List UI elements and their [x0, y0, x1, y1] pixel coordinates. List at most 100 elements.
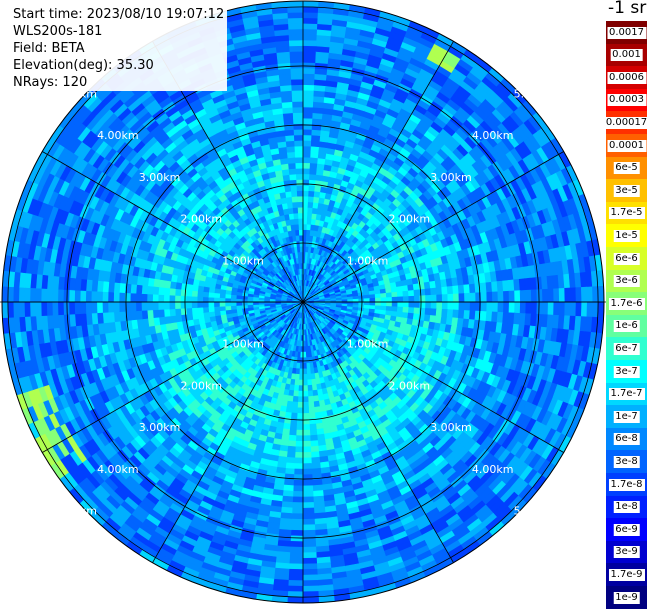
ppi-cell — [586, 286, 594, 303]
ppi-cell — [407, 284, 415, 292]
ppi-cell — [446, 285, 454, 295]
ppi-cell — [302, 596, 320, 604]
ppi-cell — [118, 301, 126, 312]
ppi-cell — [369, 301, 376, 307]
ppi-cell — [519, 301, 527, 314]
ppi-cell — [312, 479, 323, 487]
ppi-cell — [302, 401, 309, 409]
ppi-cell — [284, 473, 295, 481]
ppi-cell — [480, 282, 488, 293]
ppi-cell — [230, 305, 237, 310]
ppi-cell — [219, 305, 226, 312]
ppi-cell — [135, 284, 143, 294]
ppi-cell — [386, 297, 393, 303]
ppi-cell — [96, 301, 103, 314]
ppi-cell — [297, 396, 304, 403]
ppi-cell — [536, 289, 543, 303]
ppi-cell — [311, 389, 319, 397]
ppi-cell — [430, 294, 438, 303]
ppi-cell — [480, 292, 488, 303]
ppi-cell — [452, 301, 460, 311]
ppi-cell — [302, 84, 315, 91]
ppi-cell — [302, 568, 318, 576]
ppi-cell — [424, 288, 432, 296]
ppi-cell — [310, 456, 321, 464]
ppi-cell — [291, 502, 304, 509]
ppi-cell — [569, 301, 577, 317]
ppi-cell — [302, 557, 318, 565]
ppi-cell — [291, 518, 304, 526]
ppi-cell — [135, 310, 143, 320]
ppi-cell — [291, 407, 298, 414]
ppi-cell — [295, 424, 304, 431]
ppi-cell — [597, 285, 605, 303]
ppi-cell — [564, 301, 571, 317]
ppi-cell — [391, 296, 399, 303]
ppi-cell — [358, 298, 365, 303]
ppi-cell — [113, 291, 120, 303]
ppi-cell — [298, 368, 304, 375]
ppi-cell — [475, 301, 482, 312]
ppi-cell — [196, 296, 204, 303]
ppi-cell — [302, 34, 318, 41]
ppi-cell — [302, 479, 313, 487]
ppi-cell — [311, 134, 321, 142]
ppi-cell — [302, 140, 312, 147]
ppi-cell — [402, 306, 410, 314]
ppi-cell — [191, 301, 198, 309]
ppi-cell — [213, 306, 221, 312]
ppi-cell — [311, 123, 322, 131]
ppi-cell — [430, 301, 438, 310]
ppi-cell — [452, 293, 460, 303]
ppi-cell — [35, 301, 42, 317]
ppi-cell — [302, 162, 311, 169]
ppi-cell — [302, 535, 316, 542]
ppi-cell — [302, 156, 311, 164]
ppi-cell — [12, 301, 20, 318]
ppi-cell — [124, 310, 132, 321]
ppi-cell — [291, 507, 304, 515]
ppi-cell — [302, 368, 308, 375]
ppi-cell — [542, 301, 549, 316]
ppi-cell — [185, 295, 192, 303]
ppi-cell — [302, 73, 316, 80]
ppi-cell — [302, 451, 312, 459]
ppi-cell — [363, 298, 371, 303]
ppi-cell — [51, 288, 59, 303]
ppi-cell — [302, 468, 313, 476]
ppi-cell — [302, 212, 308, 219]
ppi-cell — [286, 596, 304, 604]
ppi-cell — [174, 301, 181, 310]
ppi-cell — [307, 201, 314, 209]
ppi-cell — [309, 162, 318, 170]
ppi-cell — [553, 288, 560, 303]
ppi-cell — [285, 462, 295, 470]
ppi-cell — [29, 301, 37, 317]
ppi-cell — [289, 541, 304, 548]
ppi-cell — [306, 379, 313, 386]
ppi-cell — [311, 473, 322, 481]
ppi-cell — [285, 456, 296, 464]
ppi-cell — [157, 294, 165, 303]
ppi-cell — [63, 301, 70, 315]
ppi-cell — [107, 291, 115, 303]
ppi-cell — [294, 446, 304, 453]
ppi-cell — [246, 301, 254, 306]
ppi-cell — [310, 151, 320, 159]
ppi-cell — [380, 297, 387, 303]
ppi-cell — [302, 62, 316, 69]
ppi-cell — [286, 451, 296, 459]
ppi-cell — [446, 309, 454, 319]
ppi-cell — [287, 440, 297, 448]
ppi-cell — [581, 286, 588, 303]
ppi-cell — [508, 290, 516, 303]
ppi-cell — [463, 284, 471, 294]
ppi-cell — [302, 529, 316, 537]
ppi-cell — [46, 288, 53, 303]
ppi-cell — [224, 301, 231, 307]
ppi-cell — [1, 285, 9, 303]
ppi-cell — [297, 390, 304, 398]
ppi-cell — [287, 585, 304, 593]
ppi-cell — [302, 50, 317, 58]
ppi-cell — [519, 290, 527, 303]
